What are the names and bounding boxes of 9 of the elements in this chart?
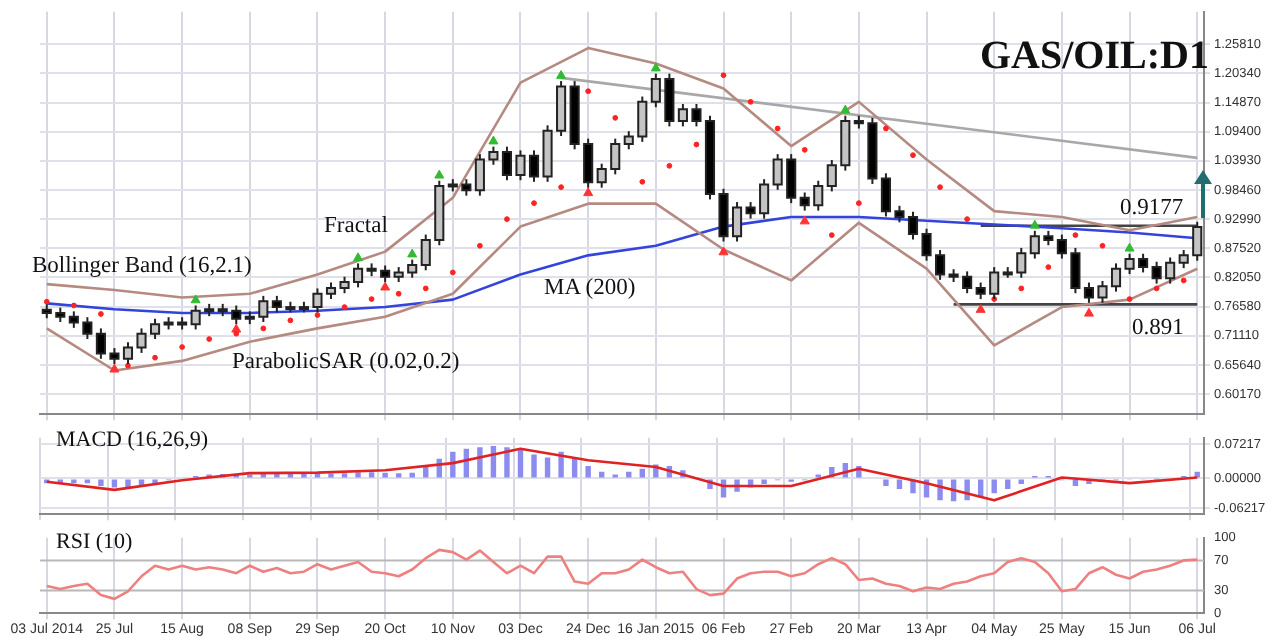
- annotation: 0.9177: [1120, 196, 1184, 221]
- annotation: 0.891: [1132, 316, 1184, 341]
- annotation: Fractal: [324, 214, 388, 239]
- annotation: MA (200): [544, 276, 636, 301]
- annotation: Bollinger Band (16,2.1): [32, 254, 252, 279]
- text: GAS/OIL:D1: [980, 34, 1209, 78]
- chart-title: MACD (16,26,9): [56, 428, 209, 452]
- chart-title: RSI (10): [56, 530, 133, 554]
- annotation: ParabolicSAR (0.02,0.2): [232, 350, 460, 375]
